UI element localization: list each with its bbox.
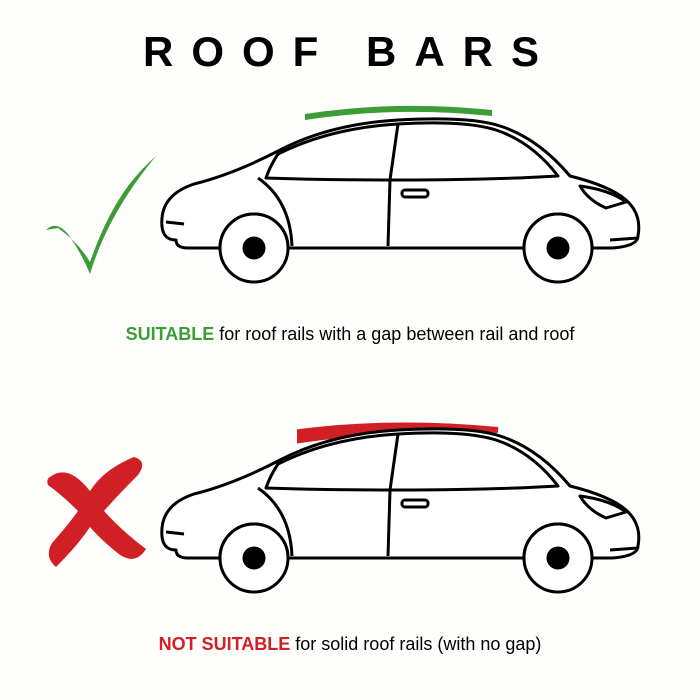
- page-title: ROOF BARS: [0, 28, 700, 76]
- caption-notsuitable: NOT SUITABLE for solid roof rails (with …: [0, 634, 700, 655]
- car-notsuitable: [140, 400, 660, 620]
- car-suitable: [140, 90, 660, 310]
- caption-suitable: SUITABLE for roof rails with a gap betwe…: [0, 324, 700, 345]
- caption-rest: for solid roof rails (with no gap): [290, 634, 541, 654]
- caption-lead: SUITABLE: [126, 324, 215, 344]
- caption-lead: NOT SUITABLE: [159, 634, 291, 654]
- caption-rest: for roof rails with a gap between rail a…: [214, 324, 574, 344]
- infographic-root: ROOF BARS: [0, 0, 700, 700]
- roof-rail-gap: [305, 106, 492, 120]
- notsuitable-row: NOT SUITABLE for solid roof rails (with …: [0, 390, 700, 650]
- suitable-row: SUITABLE for roof rails with a gap betwe…: [0, 80, 700, 340]
